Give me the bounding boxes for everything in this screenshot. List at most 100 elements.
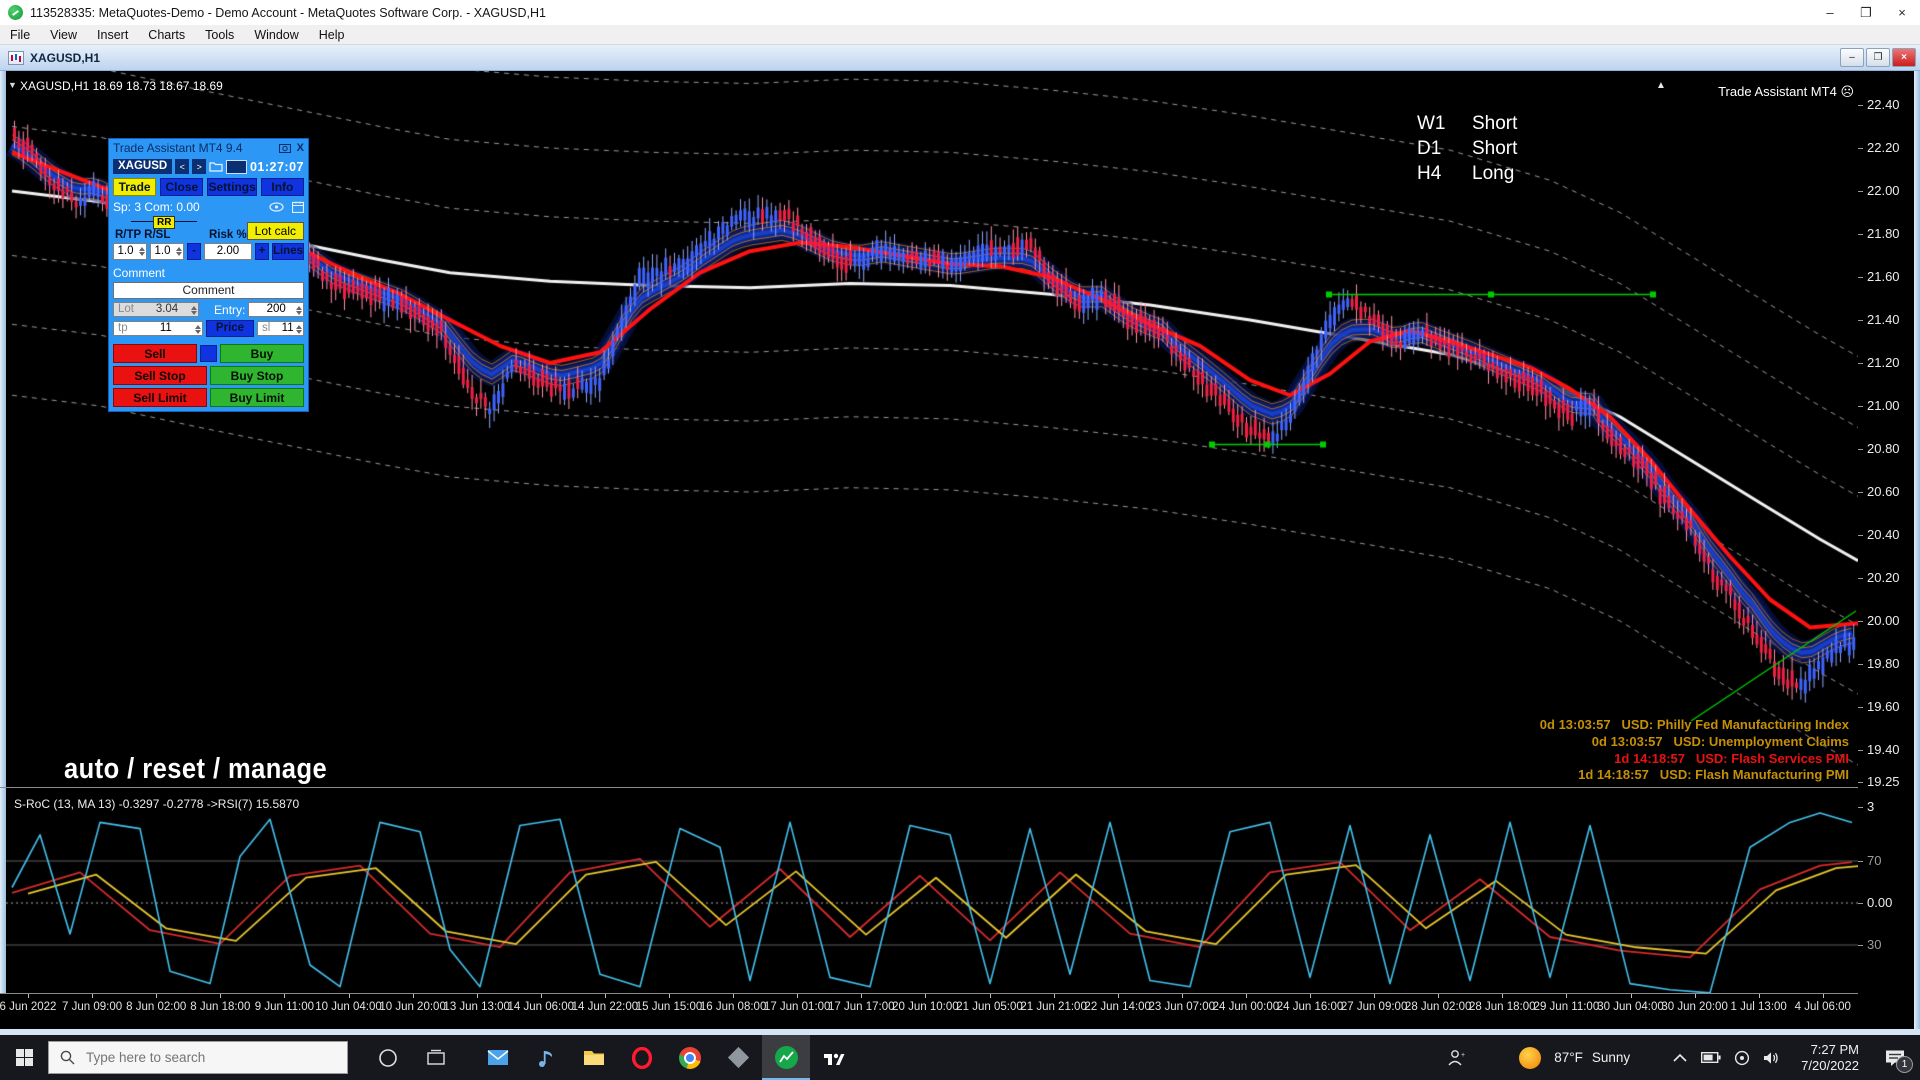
taskbar-app-app-dark[interactable] [714,1035,762,1080]
time-axis-label: 23 Jun 07:00 [1149,1001,1216,1013]
sell-stop-button[interactable]: Sell Stop [113,366,207,385]
time-axis-tick [925,994,926,998]
price-axis-label: 19.25 [1858,774,1900,789]
rsl-spinner[interactable] [175,245,182,258]
buy-button[interactable]: Buy [220,344,304,363]
start-button[interactable] [0,1035,48,1080]
search-input[interactable] [84,1049,318,1066]
price-button[interactable]: Price [206,320,254,337]
lot-entry-row: Lot 3.04 Entry: 200 [113,302,304,317]
time-axis-tick [1374,994,1375,998]
rtp-spinner[interactable] [138,245,145,258]
tab-info[interactable]: Info [261,178,304,196]
pane-separator[interactable] [0,787,1914,788]
weather-sun-icon[interactable] [1519,1047,1541,1069]
indicator-canvas[interactable] [6,789,1858,993]
calendar-icon[interactable] [292,201,304,213]
rtp-input[interactable]: 1.0 [113,243,147,260]
tray-chevron-icon[interactable] [1672,1053,1688,1063]
eye-icon[interactable] [269,202,284,212]
menu-item-insert[interactable]: Insert [87,27,138,43]
comment-input[interactable]: Comment [113,282,304,299]
taskbar-app-tradingview[interactable] [810,1035,858,1080]
sl-spinner[interactable] [295,323,302,336]
news-event: 1d 14:18:57 USD: Flash Services PMI [1614,751,1849,766]
panel-titlebar[interactable]: Trade Assistant MT4 9.4 X [113,140,304,156]
price-axis[interactable]: 22.4022.2022.0021.8021.6021.4021.2021.00… [1858,71,1914,1029]
maximize-button[interactable]: ❐ [1848,0,1884,25]
menu-item-tools[interactable]: Tools [195,27,244,43]
rsl-input[interactable]: 1.0 [150,243,184,260]
entry-spinner[interactable] [295,304,302,317]
taskbar-clock[interactable]: 7:27 PM 7/20/2022 [1801,1042,1859,1074]
meet-now-icon[interactable] [1734,1050,1750,1066]
weather-widget[interactable]: 87°F Sunny [1554,1050,1630,1065]
symbol-input[interactable] [226,160,247,174]
swap-square-button[interactable] [200,345,217,362]
weather-temp: 87°F [1554,1050,1583,1065]
prev-symbol-button[interactable]: < [175,159,189,174]
time-axis[interactable]: 6 Jun 20227 Jun 09:008 Jun 02:008 Jun 18… [0,994,1914,1029]
taskbar-app-mail[interactable] [474,1035,522,1080]
taskbar-search[interactable] [48,1041,348,1074]
chart-window-controls: – ❐ × [1840,48,1916,67]
folder-icon[interactable] [209,161,223,172]
volume-icon[interactable] [1763,1051,1780,1065]
one-click-trading-arrow[interactable]: ▼ [8,80,17,90]
chart-restore-button[interactable]: ❐ [1866,48,1890,67]
minimize-button[interactable]: – [1812,0,1848,25]
close-button[interactable]: × [1884,0,1920,25]
cortana-button[interactable] [364,1035,412,1080]
menu-item-file[interactable]: File [0,27,40,43]
watermark-text: Trade Assistant MT4 [1718,84,1837,99]
risk-minus-button[interactable]: - [187,243,201,260]
sl-input[interactable]: sl 11 [257,321,304,336]
tab-settings[interactable]: Settings [207,178,256,196]
buy-limit-button[interactable]: Buy Limit [210,388,304,407]
time-axis-tick [1566,994,1567,998]
menu-item-view[interactable]: View [40,27,87,43]
signal-row: W1Short [1417,113,1517,138]
lines-button[interactable]: Lines [272,243,304,260]
tp-spinner[interactable] [194,323,201,336]
taskbar-app-file-explorer[interactable] [570,1035,618,1080]
signal-timeframe: H4 [1417,163,1472,188]
time-axis-label: 22 Jun 14:00 [1084,1001,1151,1013]
menu-item-charts[interactable]: Charts [138,27,195,43]
lot-input[interactable]: Lot 3.04 [113,302,199,317]
lot-calc-button[interactable]: Lot calc [247,222,304,240]
tab-trade[interactable]: Trade [113,178,156,196]
time-axis-label: 14 Jun 06:00 [508,1001,575,1013]
action-center-button[interactable]: 1 [1880,1043,1910,1073]
people-icon[interactable]: + [1447,1049,1467,1067]
next-symbol-button[interactable]: > [192,159,206,174]
taskbar-app-opera[interactable] [618,1035,666,1080]
taskbar-app-music[interactable] [522,1035,570,1080]
time-axis-label: 20 Jun 10:00 [892,1001,959,1013]
taskbar-app-mt4[interactable] [762,1035,810,1080]
risk-input[interactable]: 2.00 [204,243,252,260]
taskbar-app-chrome[interactable] [666,1035,714,1080]
tab-close[interactable]: Close [160,178,203,196]
symbol-chip[interactable]: XAGUSD [113,159,172,174]
entry-input[interactable]: 200 [248,302,304,317]
sell-button[interactable]: Sell [113,344,197,363]
time-axis-label: 21 Jun 05:00 [956,1001,1023,1013]
camera-icon[interactable] [279,143,291,153]
chart-shift-marker[interactable]: ▲ [1656,80,1666,91]
battery-icon[interactable] [1701,1051,1721,1064]
time-axis-label: 13 Jun 13:00 [443,1001,510,1013]
sell-limit-button[interactable]: Sell Limit [113,388,207,407]
risk-plus-button[interactable]: + [255,243,269,260]
task-view-button[interactable] [412,1035,460,1080]
buy-stop-button[interactable]: Buy Stop [210,366,304,385]
chart-minimize-button[interactable]: – [1840,48,1864,67]
chart-close-button[interactable]: × [1892,48,1916,67]
menu-item-help[interactable]: Help [309,27,355,43]
panel-close-button[interactable]: X [297,142,304,154]
price-axis-label: 20.40 [1858,527,1900,542]
menubar: FileViewInsertChartsToolsWindowHelp [0,25,1920,45]
lot-spinner[interactable] [190,304,197,317]
menu-item-window[interactable]: Window [244,27,308,43]
tp-input[interactable]: tp 11 [113,321,203,336]
